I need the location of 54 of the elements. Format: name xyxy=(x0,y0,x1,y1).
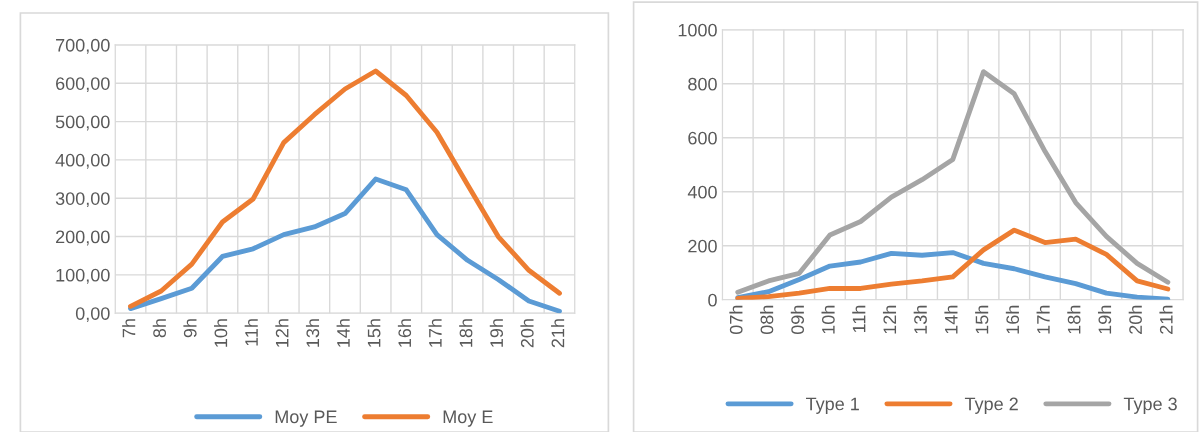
y-tick-label: 600 xyxy=(688,131,717,145)
line-series xyxy=(735,227,1171,300)
x-tick-label: 07h xyxy=(729,305,743,335)
y-tick-label: 200,00 xyxy=(56,230,110,246)
y-tick-label: 1000 xyxy=(678,23,717,37)
x-tick-label: 17h xyxy=(1036,305,1050,334)
y-tick-label: 400 xyxy=(687,185,717,199)
y-tick-label: 0,00 xyxy=(75,307,110,323)
x-tick-label: 13h xyxy=(305,319,320,347)
y-tick-label: 600,00 xyxy=(56,77,110,93)
x-tick-label: 11h xyxy=(852,305,866,333)
x-tick-label: 14h xyxy=(944,305,958,334)
line-series xyxy=(128,68,562,309)
x-tick-label: 15h xyxy=(367,319,381,347)
x-tick-label: 19h xyxy=(1097,305,1112,334)
x-tick-label: 7h xyxy=(122,319,136,338)
x-tick-label: 21h xyxy=(551,319,565,348)
legend-label: Moy PE xyxy=(275,410,337,427)
line-series xyxy=(128,176,562,314)
y-tick-label: 400,00 xyxy=(55,153,110,169)
legend-label: Type 3 xyxy=(1123,397,1177,414)
x-tick-label: 13h xyxy=(913,305,927,334)
x-tick-label: 20h xyxy=(520,319,534,348)
y-tick-label: 700,00 xyxy=(56,38,110,54)
x-tick-label: 14h xyxy=(336,319,350,347)
x-tick-label: 09h xyxy=(790,305,805,335)
x-tick-label: 08h xyxy=(760,305,774,335)
line-series xyxy=(735,250,1171,300)
x-tick-label: 16h xyxy=(1005,305,1020,334)
legend-label: Moy E xyxy=(443,410,493,427)
x-tick-label: 8h xyxy=(152,319,167,338)
y-tick-label: 800 xyxy=(688,77,717,91)
x-tick-label: 21h xyxy=(1159,305,1173,334)
x-tick-label: 17h xyxy=(428,319,442,347)
y-tick-label: 100,00 xyxy=(56,268,110,284)
x-tick-label: 20h xyxy=(1128,305,1142,334)
legend-label: Type 2 xyxy=(964,397,1018,414)
x-tick-label: 12h xyxy=(275,319,289,347)
y-tick-label: 200 xyxy=(688,239,717,253)
x-tick-label: 10h xyxy=(821,305,835,334)
y-tick-label: 0 xyxy=(708,293,717,307)
x-tick-label: 15h xyxy=(975,305,989,334)
y-tick-label: 300,00 xyxy=(55,192,110,208)
x-tick-label: 11h xyxy=(244,319,258,346)
x-tick-label: 12h xyxy=(882,305,897,334)
legend-label: Type 1 xyxy=(806,397,859,414)
x-tick-label: 18h xyxy=(1067,305,1081,334)
x-tick-label: 9h xyxy=(183,319,197,338)
y-tick-label: 500,00 xyxy=(55,115,110,131)
line-series xyxy=(735,69,1171,295)
x-tick-label: 10h xyxy=(214,319,228,347)
x-tick-label: 18h xyxy=(459,319,473,347)
x-tick-label: 19h xyxy=(489,319,504,347)
x-tick-label: 16h xyxy=(397,319,412,347)
